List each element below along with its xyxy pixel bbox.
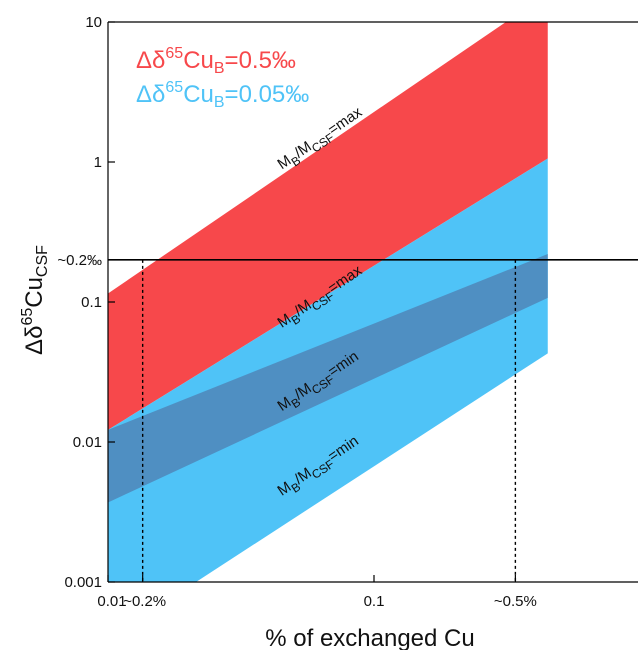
- x-tick-label-0: 0.01: [97, 593, 126, 610]
- x-tick-label-3: ~0.5%: [494, 593, 537, 610]
- legend-entry-1: Δδ65CuB=0.05‰: [136, 79, 309, 111]
- y-tick-label-2: ~0.2‰: [57, 252, 102, 269]
- y-tick-label-5: 0.001: [64, 574, 102, 591]
- band-annotations: MB/MCSF=maxMB/MCSF=maxMB/MCSF=minMB/MCSF…: [274, 103, 365, 499]
- legend-entry-0: Δδ65CuB=0.5‰: [136, 45, 296, 77]
- axis-titles: % of exchanged Cu Δδ65CuCSF: [19, 245, 475, 650]
- y-tick-label-0: 10: [85, 14, 102, 31]
- bands: [108, 22, 548, 582]
- legend: Δδ65CuB=0.5‰Δδ65CuB=0.05‰: [136, 45, 309, 111]
- y-tick-label-4: 0.01: [73, 434, 102, 451]
- x-tick-label-1: ~0.2%: [123, 593, 166, 610]
- reference-lines: [108, 259, 638, 582]
- y-tick-label-3: 0.1: [81, 294, 102, 311]
- band-0: [108, 22, 548, 430]
- x-tick-label-2: 0.1: [364, 593, 385, 610]
- band-overlap: [108, 254, 548, 503]
- y-axis-title: Δδ65CuCSF: [19, 245, 51, 355]
- x-axis-title: % of exchanged Cu: [265, 625, 474, 650]
- y-tick-label-1: 1: [94, 154, 102, 171]
